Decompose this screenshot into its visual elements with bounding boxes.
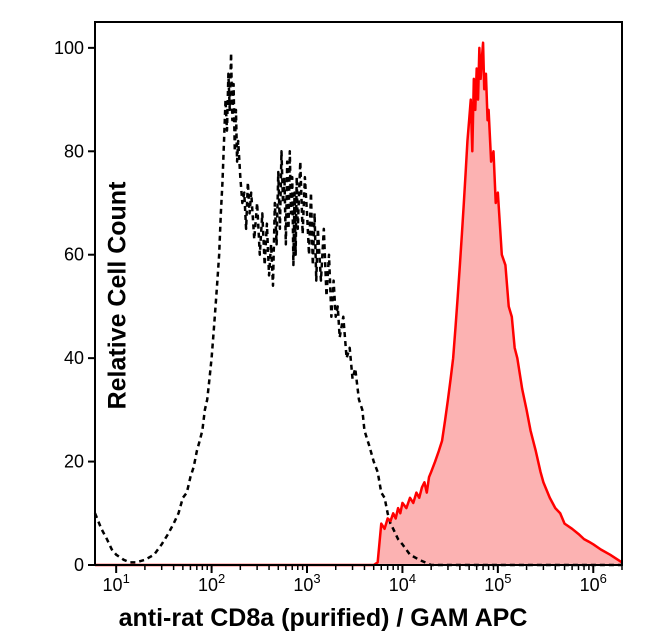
y-tick-label: 80	[64, 141, 84, 161]
x-tick-label: 103	[293, 571, 320, 595]
flow-cytometry-chart: Relative Cell Count anti-rat CD8a (purif…	[0, 0, 646, 641]
x-tick-label: 104	[389, 571, 416, 595]
series-fill-stained	[95, 43, 622, 565]
x-tick-label: 106	[580, 571, 607, 595]
y-tick-label: 100	[54, 38, 84, 58]
x-tick-label: 101	[103, 571, 130, 595]
y-tick-label: 20	[64, 452, 84, 472]
y-tick-label: 40	[64, 348, 84, 368]
y-tick-label: 0	[74, 555, 84, 575]
y-tick-label: 60	[64, 245, 84, 265]
x-tick-label: 102	[198, 571, 225, 595]
plot-svg: 0 20 40 60 80 100 101 102 103 104 105 106	[0, 0, 646, 641]
x-tick-label: 105	[484, 571, 511, 595]
